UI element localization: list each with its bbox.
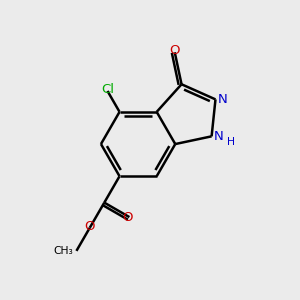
Text: H: H bbox=[227, 137, 235, 147]
Text: N: N bbox=[218, 93, 228, 106]
Text: Cl: Cl bbox=[101, 83, 114, 96]
Text: O: O bbox=[122, 211, 132, 224]
Text: O: O bbox=[85, 220, 95, 233]
Text: CH₃: CH₃ bbox=[54, 246, 74, 256]
Text: O: O bbox=[169, 44, 180, 57]
Text: N: N bbox=[214, 130, 224, 143]
